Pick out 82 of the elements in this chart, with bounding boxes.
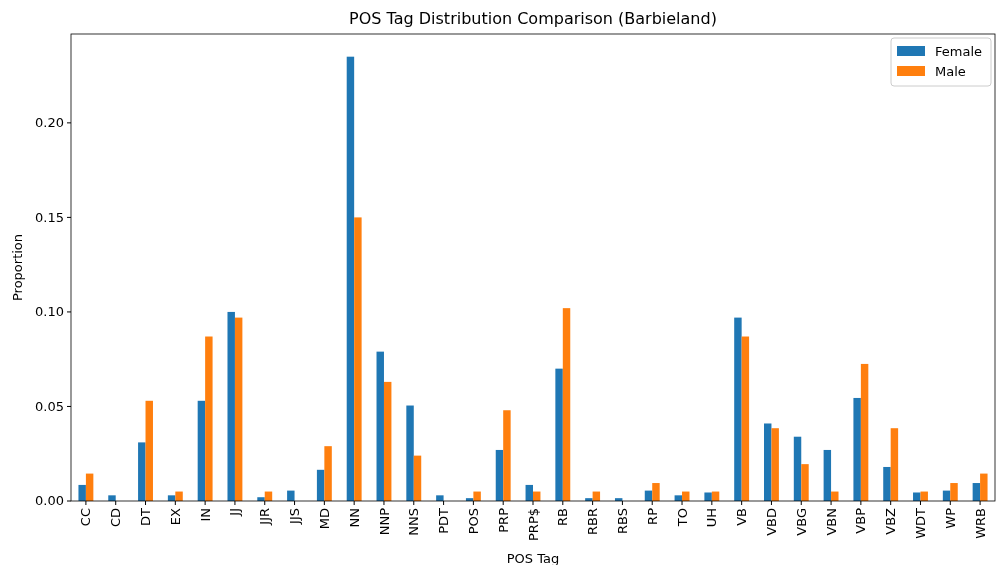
bar — [704, 492, 712, 501]
bar — [562, 308, 571, 501]
bar — [793, 436, 802, 501]
bar — [436, 495, 444, 501]
x-tick-label: TO — [674, 508, 690, 528]
bar — [346, 56, 355, 501]
bar — [734, 317, 742, 501]
x-tick-label: VBN — [823, 508, 839, 536]
x-tick-label: EX — [167, 507, 183, 526]
bar — [324, 446, 332, 501]
bar — [227, 311, 235, 501]
bar — [145, 400, 153, 501]
bar — [503, 410, 511, 501]
bar — [354, 217, 362, 501]
bar — [853, 397, 861, 501]
bar — [764, 423, 772, 501]
x-tick-label: VBP — [853, 507, 869, 534]
bar — [473, 491, 481, 501]
x-tick-label: VBZ — [883, 507, 899, 535]
bar — [860, 363, 869, 501]
x-tick-label: NNS — [406, 508, 422, 536]
x-tick-label: PRP$ — [525, 508, 541, 541]
x-tick-label: MD — [316, 508, 332, 530]
bar — [383, 381, 392, 501]
x-tick-label: RBS — [614, 508, 630, 534]
x-tick-label: JJS — [287, 508, 303, 525]
bar — [376, 351, 384, 501]
bar — [890, 428, 899, 501]
bar — [138, 442, 146, 501]
bar — [78, 484, 86, 501]
bar — [920, 491, 928, 501]
x-tick-label: UH — [704, 508, 720, 528]
bar — [234, 317, 243, 501]
chart-title: POS Tag Distribution Comparison (Barbieland) — [349, 9, 717, 28]
x-tick-label: IN — [197, 508, 213, 522]
x-tick-label: VBG — [793, 508, 809, 536]
bar — [287, 490, 295, 501]
y-tick-label: 0.05 — [35, 398, 64, 414]
y-tick-label: 0.10 — [35, 304, 64, 320]
y-axis-title: Proportion — [10, 233, 25, 302]
x-axis-title: POS Tag — [506, 551, 560, 565]
bar — [108, 495, 116, 501]
legend-label: Male — [935, 63, 966, 79]
x-tick-label: RP — [644, 507, 660, 525]
bar — [413, 455, 422, 501]
bar — [197, 400, 206, 501]
x-tick-label: WP — [942, 507, 958, 529]
bar — [316, 469, 325, 501]
x-tick-label: VBD — [764, 508, 779, 536]
bar — [823, 449, 832, 501]
bar — [950, 483, 958, 501]
x-tick-label: POS — [465, 508, 481, 535]
x-tick-label: PRP — [495, 507, 511, 533]
bar — [205, 336, 213, 501]
x-tick-label: JJR — [257, 508, 273, 526]
bar — [980, 473, 988, 501]
x-tick-label: RB — [555, 508, 571, 526]
bar — [801, 464, 809, 501]
legend-label: Female — [935, 43, 983, 59]
bar — [406, 405, 414, 501]
x-tick-label: JJ — [227, 508, 243, 517]
bar — [175, 491, 183, 501]
x-tick-label: NN — [346, 508, 362, 528]
bar — [652, 483, 660, 501]
x-tick-label: WRB — [972, 508, 988, 539]
bar — [495, 449, 504, 501]
bar — [741, 336, 750, 501]
bar — [555, 368, 563, 501]
x-tick-label: NNP — [376, 507, 392, 536]
y-tick-label: 0.00 — [35, 493, 64, 509]
bar — [883, 466, 891, 501]
y-tick-label: 0.15 — [35, 209, 64, 225]
x-tick-label: PDT — [436, 507, 452, 534]
bar — [831, 491, 839, 501]
x-tick-label: CC — [78, 508, 94, 527]
x-tick-label: RBR — [585, 508, 601, 535]
y-tick-label: 0.20 — [35, 115, 64, 131]
x-tick-label: VB — [734, 508, 750, 526]
bar — [771, 428, 779, 501]
x-tick-label: CD — [108, 508, 124, 528]
x-tick-label: DT — [138, 507, 154, 526]
x-tick-label: WDT — [913, 507, 929, 539]
